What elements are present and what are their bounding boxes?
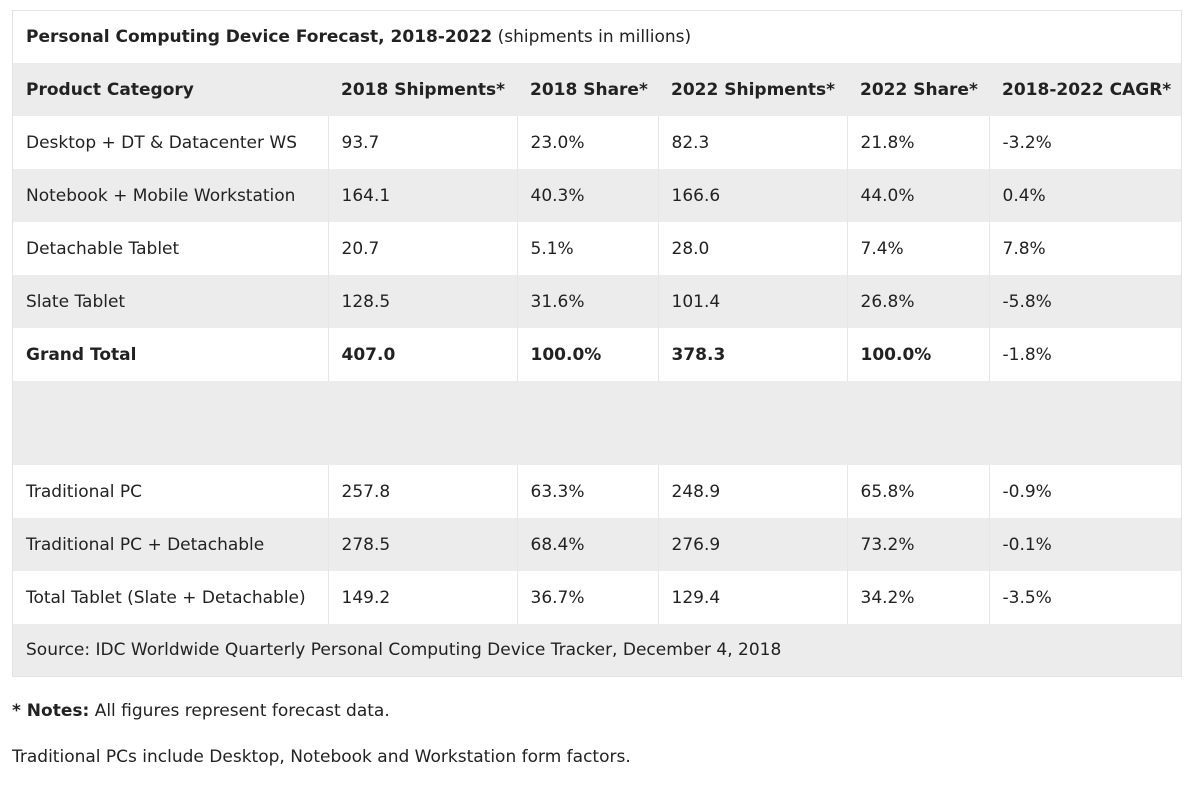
table-row: Detachable Tablet 20.7 5.1% 28.0 7.4% 7.… [13,222,1181,275]
cell-cagr: -0.9% [1002,481,1052,502]
cell-2018-shipments: 149.2 [328,571,518,624]
cell-category: Total Tablet (Slate + Detachable) [13,571,329,624]
cell-2018-share: 31.6% [517,275,659,328]
source-row: Source: IDC Worldwide Quarterly Personal… [13,624,1181,676]
cell-2018-share: 23.0% [517,116,659,169]
cell-2022-shipments: 166.6 [658,169,848,222]
cell-2022-shipments: 276.9 [658,518,848,571]
cell-2018-shipments: 278.5 [328,518,518,571]
table-subtitle: (shipments in millions) [497,27,692,47]
cell-category: Grand Total [13,328,329,381]
table-row: Total Tablet (Slate + Detachable) 149.2 … [13,571,1181,624]
grand-total-row: Grand Total 407.0 100.0% 378.3 100.0% -1… [13,328,1181,381]
cell-cagr: -3.5% [1002,587,1052,608]
cell-2018-shipments: 128.5 [328,275,518,328]
cell-category: Notebook + Mobile Workstation [13,169,329,222]
table-row: Slate Tablet 128.5 31.6% 101.4 26.8% -5.… [13,275,1181,328]
cell-category: Detachable Tablet [13,222,329,275]
cell-cagr: -3.2% [1002,132,1052,153]
forecast-table-container: Personal Computing Device Forecast, 2018… [12,10,1182,677]
cell-2018-shipments: 93.7 [328,116,518,169]
cell-category: Traditional PC [13,465,329,518]
table-header-row: Product Category 2018 Shipments* 2018 Sh… [13,63,1181,116]
header-cagr: 2018-2022 CAGR* [1002,79,1172,100]
cell-2022-share: 34.2% [847,571,990,624]
table-row: Notebook + Mobile Workstation 164.1 40.3… [13,169,1181,222]
cell-cagr: 0.4% [1002,185,1046,206]
table-row: Traditional PC 257.8 63.3% 248.9 65.8% -… [13,465,1181,518]
table-row: Traditional PC + Detachable 278.5 68.4% … [13,518,1181,571]
cell-2018-shipments: 20.7 [328,222,518,275]
header-2022-shipments: 2022 Shipments* [671,79,836,100]
cell-2022-share: 21.8% [847,116,990,169]
cell-2022-share: 100.0% [847,328,990,381]
cell-cagr: 7.8% [1002,238,1046,259]
cell-2018-share: 5.1% [517,222,659,275]
header-product-category: Product Category [26,79,194,100]
cell-2022-share: 65.8% [847,465,990,518]
notes-text: All figures represent forecast data. [94,701,390,721]
cell-category: Slate Tablet [13,275,329,328]
notes-traditional-pc: Traditional PCs include Desktop, Noteboo… [12,747,631,767]
cell-2022-shipments: 101.4 [658,275,848,328]
cell-2018-shipments: 407.0 [328,328,518,381]
cell-2022-share: 26.8% [847,275,990,328]
cell-2022-shipments: 28.0 [658,222,848,275]
cell-2018-shipments: 257.8 [328,465,518,518]
cell-2018-share: 68.4% [517,518,659,571]
cell-2018-share: 36.7% [517,571,659,624]
cell-category: Desktop + DT & Datacenter WS [13,116,329,169]
cell-2022-share: 44.0% [847,169,990,222]
header-2018-shipments: 2018 Shipments* [341,79,506,100]
table-title: Personal Computing Device Forecast, 2018… [26,27,493,47]
cell-2018-share: 40.3% [517,169,659,222]
cell-2018-share: 63.3% [517,465,659,518]
cell-cagr: -1.8% [1002,344,1052,365]
cell-2022-shipments: 248.9 [658,465,848,518]
spacer-row [13,381,1181,465]
notes: * Notes: All figures represent forecast … [12,701,390,721]
table-row: Desktop + DT & Datacenter WS 93.7 23.0% … [13,116,1181,169]
table-caption: Personal Computing Device Forecast, 2018… [13,11,1181,63]
cell-2018-share: 100.0% [517,328,659,381]
cell-2022-shipments: 82.3 [658,116,848,169]
header-2018-share: 2018 Share* [530,79,648,100]
notes-label: * Notes: [12,701,90,721]
cell-2022-share: 7.4% [847,222,990,275]
cell-cagr: -5.8% [1002,291,1052,312]
cell-cagr: -0.1% [1002,534,1052,555]
source-text: Source: IDC Worldwide Quarterly Personal… [13,624,1181,676]
cell-category: Traditional PC + Detachable [13,518,329,571]
cell-2022-shipments: 129.4 [658,571,848,624]
cell-2022-shipments: 378.3 [658,328,848,381]
forecast-table: Product Category 2018 Shipments* 2018 Sh… [13,63,1181,676]
header-2022-share: 2022 Share* [860,79,978,100]
cell-2018-shipments: 164.1 [328,169,518,222]
spacer-cell [13,381,1181,465]
cell-2022-share: 73.2% [847,518,990,571]
